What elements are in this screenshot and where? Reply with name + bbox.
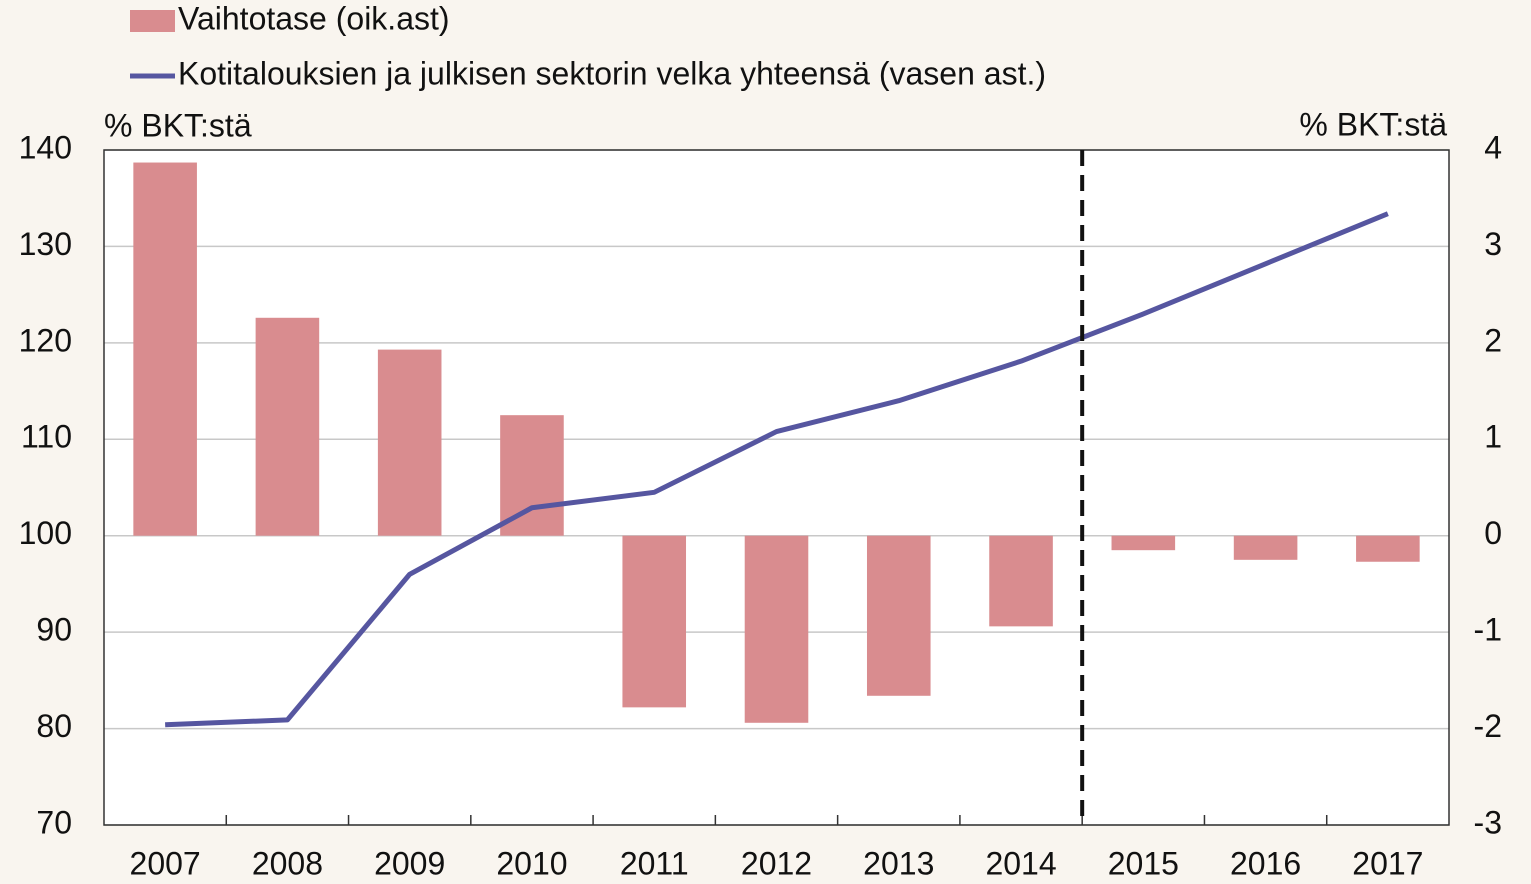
y-tick-label: 70 — [36, 804, 72, 840]
line — [165, 211, 1389, 728]
plot-frame — [103, 149, 1450, 826]
bar — [1356, 535, 1420, 562]
bar — [1111, 535, 1176, 551]
x-tick-label: 2011 — [620, 845, 689, 881]
y2-tick-label: -1 — [1474, 612, 1502, 648]
bar — [500, 415, 564, 536]
y2-tick-label: 4 — [1484, 129, 1502, 165]
y-tick-label: 140 — [19, 129, 72, 165]
y-tick-label: 120 — [19, 322, 72, 358]
legend-label: Kotitalouksien ja julkisen sektorin velk… — [178, 55, 1046, 91]
y2-tick-label: 3 — [1484, 226, 1502, 262]
bar — [255, 317, 320, 536]
x-tick-label: 2009 — [374, 845, 445, 881]
bar — [377, 349, 442, 536]
y2-tick-label: 2 — [1484, 322, 1502, 358]
bar — [133, 162, 197, 536]
y-tick-label: 90 — [36, 612, 72, 648]
y2-tick-label: 0 — [1484, 515, 1502, 551]
x-tick-label: 2007 — [130, 845, 201, 881]
y-tick-label: 100 — [19, 515, 72, 551]
x-tick-label: 2012 — [741, 845, 812, 881]
bar — [866, 535, 931, 696]
y-tick-label: 130 — [19, 226, 72, 262]
y2-axis-label: % BKT:stä — [1299, 106, 1447, 142]
bar — [989, 535, 1053, 627]
x-tick-label: 2010 — [496, 845, 567, 881]
x-tick-label: 2017 — [1352, 845, 1423, 881]
bar — [744, 535, 809, 723]
x-tick-label: 2008 — [252, 845, 323, 881]
y2-tick-label: 1 — [1484, 419, 1502, 455]
x-tick-label: 2016 — [1230, 845, 1301, 881]
y-tick-label: 110 — [21, 419, 72, 455]
bar — [1233, 535, 1298, 560]
x-tick-label: 2014 — [985, 845, 1056, 881]
y2-tick-label: -3 — [1474, 804, 1502, 840]
bar — [622, 535, 687, 708]
y-axis-label: % BKT:stä — [104, 107, 252, 143]
x-tick-label: 2013 — [863, 845, 934, 881]
legend-swatch — [130, 10, 175, 32]
y2-tick-label: -2 — [1474, 708, 1502, 744]
x-tick-label: 2015 — [1108, 845, 1179, 881]
legend-label: Vaihtotase (oik.ast) — [178, 0, 450, 36]
y-tick-label: 80 — [36, 708, 72, 744]
